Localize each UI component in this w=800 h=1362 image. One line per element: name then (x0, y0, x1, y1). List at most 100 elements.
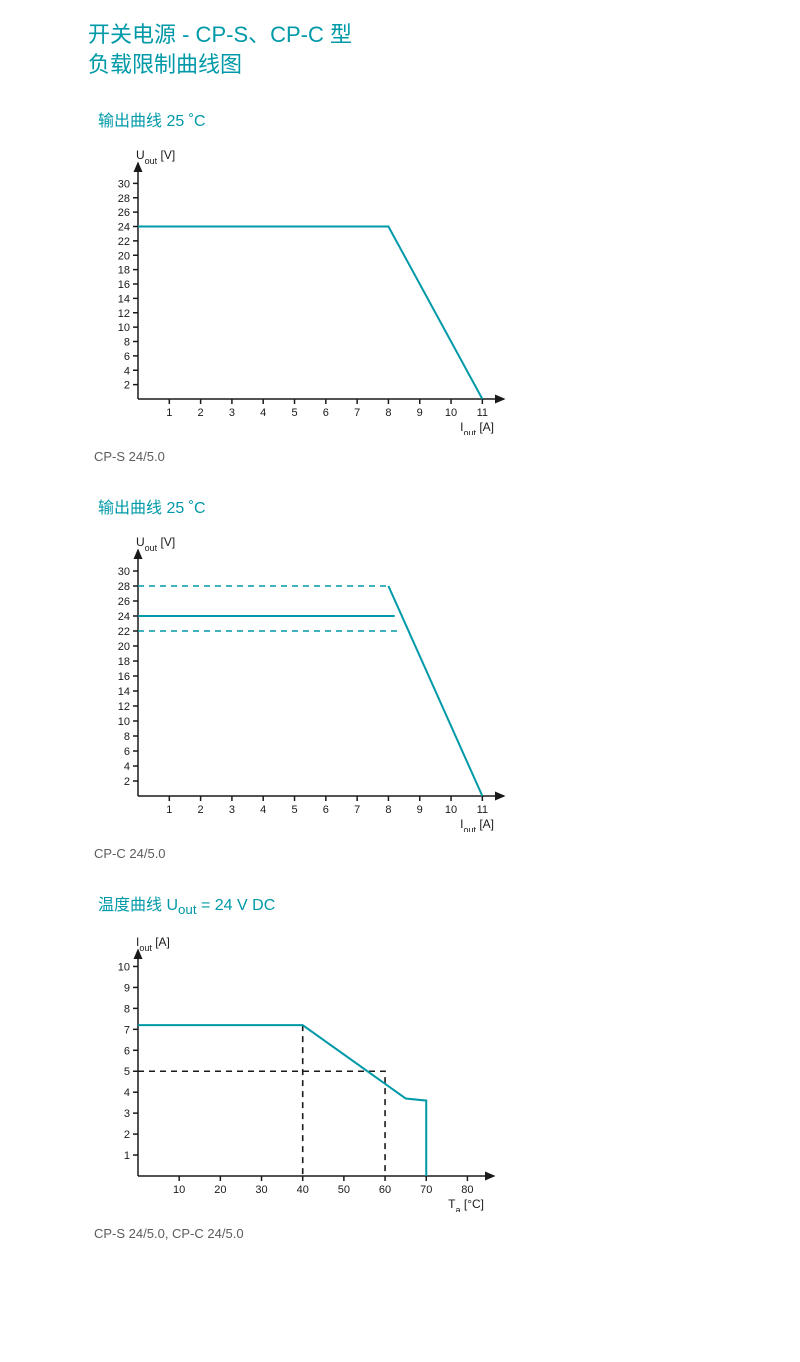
chart-3-ytick: 8 (124, 1003, 130, 1015)
chart-1-xtick: 2 (198, 407, 204, 419)
chart-2-ytick: 14 (118, 686, 130, 698)
chart-1-svg-holder: 246810121416182022242628301234567891011U… (88, 145, 800, 435)
chart-2-ytick: 2 (124, 776, 130, 788)
chart-1-ytick: 30 (118, 179, 130, 191)
page-title: 开关电源 - CP-S、CP-C 型 负载限制曲线图 (88, 20, 800, 79)
chart-2-ytick: 26 (118, 596, 130, 608)
chart-1-xtick: 9 (417, 407, 423, 419)
chart-2-ytick: 28 (118, 581, 130, 593)
chart-2-svg-holder: 246810121416182022242628301234567891011U… (88, 532, 800, 832)
chart-2-xtick: 6 (323, 804, 329, 816)
chart-3-ytick: 1 (124, 1150, 130, 1162)
chart-1-ytick: 22 (118, 236, 130, 248)
chart-2: 输出曲线 25 ˚C 24681012141618202224262830123… (88, 494, 800, 861)
chart-3-xtick: 50 (338, 1184, 350, 1196)
chart-1-title: 输出曲线 25 ˚C (98, 107, 800, 131)
chart-1-xtick: 5 (291, 407, 297, 419)
chart-3-series-0 (138, 1025, 426, 1176)
chart-3-ytick: 4 (124, 1087, 130, 1099)
chart-1-ytick: 24 (118, 222, 130, 234)
chart-2-svg: 246810121416182022242628301234567891011U… (88, 532, 518, 832)
chart-2-xtick: 4 (260, 804, 266, 816)
chart-1-ytick: 10 (118, 323, 130, 335)
chart-1-xtick: 11 (477, 407, 488, 419)
chart-3-title: 温度曲线 Uout = 24 V DC (98, 891, 800, 917)
chart-2-ytick: 8 (124, 731, 130, 743)
chart-2-xtick: 9 (417, 804, 423, 816)
chart-2-xtick: 10 (445, 804, 457, 816)
chart-3-ytick: 3 (124, 1108, 130, 1120)
chart-2-ytick: 4 (124, 761, 130, 773)
chart-1-ytick: 26 (118, 208, 130, 220)
chart-2-xtick: 7 (354, 804, 360, 816)
chart-1-ytick: 8 (124, 337, 130, 349)
chart-1-ytick: 2 (124, 380, 130, 392)
chart-3-refline-0 (138, 1071, 385, 1176)
chart-3-y-label: Iout [A] (136, 935, 170, 953)
chart-2-xtick: 1 (166, 804, 172, 816)
chart-1-xtick: 10 (445, 407, 457, 419)
chart-2-xtick: 3 (229, 804, 235, 816)
chart-2-series-3 (388, 586, 482, 796)
chart-3-xtick: 60 (379, 1184, 391, 1196)
chart-3-title-sub: out (178, 903, 197, 918)
chart-1-ytick: 18 (118, 265, 130, 277)
chart-1-ytick: 16 (118, 279, 130, 291)
chart-3-svg: 1 2 3 4 5 6 7 8 9 10 10 20 30 40 50 60 70 80 Iout [A] Ta [°… (88, 932, 518, 1212)
chart-2-ytick: 10 (118, 716, 130, 728)
chart-1-ytick: 6 (124, 351, 130, 363)
chart-2-ytick: 18 (118, 656, 130, 668)
chart-2-ytick: 24 (118, 611, 130, 623)
chart-2-xtick: 8 (385, 804, 391, 816)
chart-1-x-label: Iout [A] (460, 420, 494, 435)
chart-1-ytick: 28 (118, 193, 130, 205)
chart-1-xtick: 3 (229, 407, 235, 419)
chart-1-xtick: 4 (260, 407, 266, 419)
chart-2-ytick: 22 (118, 626, 130, 638)
chart-3-ytick: 6 (124, 1045, 130, 1057)
title-line-2: 负载限制曲线图 (88, 52, 242, 77)
chart-3-x-label: Ta [°C] (448, 1197, 484, 1212)
chart-2-xtick: 11 (477, 804, 488, 816)
chart-3-ytick: 2 (124, 1129, 130, 1141)
chart-3-ytick: 5 (124, 1066, 130, 1078)
chart-2-ytick: 30 (118, 566, 130, 578)
chart-3-xtick: 10 (173, 1184, 185, 1196)
chart-1-series-0 (138, 227, 482, 400)
chart-2-y-label: Uout [V] (136, 535, 175, 553)
chart-2-title: 输出曲线 25 ˚C (98, 494, 800, 518)
chart-1-y-label: Uout [V] (136, 148, 175, 166)
chart-1-ytick: 12 (118, 308, 130, 320)
chart-1-xtick: 6 (323, 407, 329, 419)
chart-2-ytick: 6 (124, 746, 130, 758)
chart-2-ytick: 12 (118, 701, 130, 713)
title-line-1: 开关电源 - CP-S、CP-C 型 (88, 22, 352, 47)
chart-1-xtick: 7 (354, 407, 360, 419)
chart-3-xtick: 40 (297, 1184, 309, 1196)
chart-1-ytick: 4 (124, 366, 130, 378)
chart-1-ytick: 20 (118, 251, 130, 263)
chart-1-xtick: 1 (166, 407, 172, 419)
chart-3-ytick: 9 (124, 982, 130, 994)
chart-3-xtick: 30 (255, 1184, 267, 1196)
chart-1-svg: 246810121416182022242628301234567891011U… (88, 145, 518, 435)
chart-3-ytick: 10 (118, 961, 130, 973)
chart-3-title-pre: 温度曲线 U (98, 897, 178, 914)
chart-3-caption: CP-S 24/5.0, CP-C 24/5.0 (94, 1226, 800, 1241)
chart-1: 输出曲线 25 ˚C 24681012141618202224262830123… (88, 107, 800, 464)
chart-2-ytick: 20 (118, 641, 130, 653)
chart-2-x-label: Iout [A] (460, 817, 494, 832)
chart-2-xtick: 5 (291, 804, 297, 816)
chart-3: 温度曲线 Uout = 24 V DC 1 2 3 4 5 6 7 8 9 10 10 20 30 40 5… (88, 891, 800, 1240)
chart-3-xtick: 20 (214, 1184, 226, 1196)
chart-3-xtick: 80 (461, 1184, 473, 1196)
chart-3-ytick: 7 (124, 1024, 130, 1036)
chart-2-caption: CP-C 24/5.0 (94, 846, 800, 861)
chart-1-caption: CP-S 24/5.0 (94, 449, 800, 464)
chart-2-ytick: 16 (118, 671, 130, 683)
chart-1-ytick: 14 (118, 294, 130, 306)
chart-2-xtick: 2 (198, 804, 204, 816)
chart-3-xtick: 70 (420, 1184, 432, 1196)
chart-1-xtick: 8 (385, 407, 391, 419)
chart-3-svg-holder: 1 2 3 4 5 6 7 8 9 10 10 20 30 40 50 60 70 80 Iout [A] Ta [°… (88, 932, 800, 1212)
